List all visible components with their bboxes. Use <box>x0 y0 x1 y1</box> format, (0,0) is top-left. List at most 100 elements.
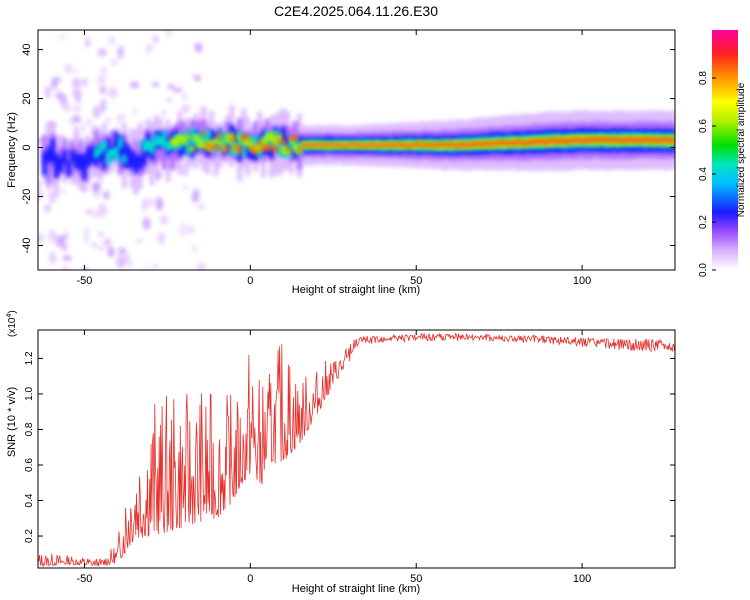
ridge-cell <box>464 142 470 148</box>
ridge-cell <box>539 139 545 145</box>
ridge-cell <box>336 143 342 147</box>
ridge-cell <box>416 142 422 147</box>
ridge-cell <box>209 129 215 150</box>
ridge-cell <box>113 131 119 155</box>
ridge-cell <box>420 142 426 147</box>
spectrogram-x-axis-label: Height of straight line (km) <box>292 284 420 296</box>
spectrogram-panel: -50 0 50 100 -40 -20 0 20 40 Height of straight… <box>6 29 676 296</box>
ridge-cell <box>392 143 398 148</box>
speckle-blob <box>100 98 107 113</box>
ridge-cell <box>500 140 505 146</box>
ridge-cell <box>225 134 231 153</box>
speckle-blob <box>195 74 201 82</box>
speckle-blob <box>187 225 195 234</box>
ridge-cell <box>66 147 71 173</box>
speckle-blob <box>55 92 66 100</box>
ridge-cell <box>269 143 274 148</box>
ridge-cell <box>133 140 139 167</box>
ridge-cell <box>50 138 55 164</box>
speckle-blob <box>100 66 107 75</box>
ridge-cell <box>603 137 609 143</box>
ridge-cell <box>444 142 450 147</box>
snr-y-ticks: 0.2 0.4 0.6 0.8 1.0 1.2 <box>24 351 675 543</box>
ridge-cell <box>476 141 481 147</box>
speckle-blob <box>74 68 79 74</box>
speckle-blob <box>156 232 166 245</box>
speckle-blob <box>85 118 94 127</box>
speckle-blob <box>161 109 167 118</box>
speckle-blob <box>160 215 169 225</box>
x-tick-label: 100 <box>573 573 591 585</box>
ridge-cell <box>412 142 418 147</box>
speckle-blob <box>181 92 188 102</box>
ridge-cell <box>161 130 167 170</box>
ridge-cell <box>145 139 151 151</box>
speckle-blob <box>126 261 134 268</box>
speckle-blob <box>48 251 55 256</box>
x-tick-label: 0 <box>247 275 253 287</box>
speckle-blob <box>85 36 90 48</box>
ridge-cell <box>559 137 565 144</box>
ridge-cell <box>492 141 497 146</box>
speckle-blob <box>196 261 205 270</box>
ridge-cell <box>293 135 298 142</box>
ridge-cell <box>591 137 597 143</box>
speckle-blob <box>51 76 58 90</box>
ridge-cell <box>551 138 557 144</box>
y-tick-label: 1.0 <box>24 387 35 401</box>
ridge-cell <box>535 138 541 144</box>
ridge-cell <box>281 145 286 154</box>
ridge-cell <box>563 138 569 145</box>
ridge-cell <box>209 140 215 151</box>
speckle-blob <box>62 104 72 112</box>
ridge-cell <box>432 143 438 148</box>
ridge-cell <box>237 147 243 153</box>
colorbar: 0.0 0.2 0.4 0.6 0.8 Normalized spectral ampl… <box>698 30 747 277</box>
ridge-cell <box>667 137 673 143</box>
ridge-cell <box>484 141 489 146</box>
ridge-cell <box>229 137 235 141</box>
y-tick-label: 0 <box>21 144 33 150</box>
ridge-cell <box>141 141 147 166</box>
speckle-blob <box>59 188 66 194</box>
speckle-blob <box>98 246 104 251</box>
ridge-cell <box>571 137 577 143</box>
speckle-blob <box>64 63 73 74</box>
ridge-cell <box>312 144 318 148</box>
speckle-blob <box>165 30 173 37</box>
ridge-cell <box>62 150 67 164</box>
ridge-cell <box>177 142 183 157</box>
ridge-cell <box>109 148 115 158</box>
ridge-cell <box>595 137 601 143</box>
speckle-blob <box>104 117 112 124</box>
speckle-blob <box>91 242 97 248</box>
y-tick-label: 0.8 <box>24 422 35 436</box>
ridge-cell <box>301 143 306 147</box>
ridge-cell <box>631 138 637 144</box>
ridge-cell <box>340 143 346 148</box>
spectrogram-heatmap <box>38 30 675 270</box>
ridge-cell <box>607 137 613 143</box>
ridge-cell <box>623 137 629 143</box>
colorbar-tick-label: 0.2 <box>698 215 709 229</box>
snr-x-ticks: -50 0 50 100 <box>76 330 591 585</box>
speckle-blob <box>44 85 52 99</box>
speckle-blob <box>82 78 88 87</box>
spectrogram-y-ticks: -40 -20 0 20 40 <box>21 43 675 253</box>
ridge-cell <box>173 136 179 148</box>
speckle-blob <box>85 208 93 215</box>
ridge-cell <box>185 140 191 155</box>
ridge-cell <box>249 146 255 151</box>
ridge-cell <box>189 127 195 144</box>
speckle-blob <box>144 264 150 270</box>
ridge-cell <box>396 142 402 147</box>
y-tick-label: 0.2 <box>24 529 35 543</box>
ridge-cell <box>436 142 442 147</box>
ridge-cell <box>189 132 195 158</box>
ridge-cell <box>285 136 290 155</box>
ridge-cell <box>221 132 227 148</box>
speckle-blob <box>125 252 131 262</box>
x-tick-label: -50 <box>76 275 92 287</box>
speckle-blob <box>133 109 138 114</box>
